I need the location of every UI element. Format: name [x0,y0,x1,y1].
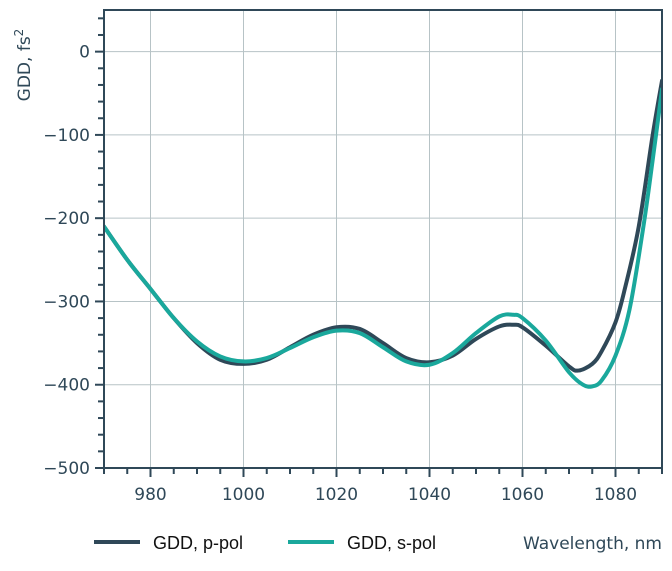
legend-label-s-pol: GDD, s-pol [347,533,436,553]
series-layer [104,78,662,389]
y-tick-label: −400 [43,376,90,396]
series-line-p-pol [104,78,662,373]
y-tick-label: 0 [79,43,90,63]
x-tick-label: 1020 [315,485,358,505]
grid-lines [104,10,662,469]
y-tick-label: −200 [43,209,90,229]
x-axis-title: Wavelength, nm [523,534,662,554]
x-tick-label: 1060 [501,485,544,505]
x-tick-label: 1080 [594,485,637,505]
x-tick-label: 1000 [222,485,265,505]
y-axis-title-superscript: 2 [12,29,26,37]
plot-frame [103,9,663,469]
y-tick-label: −300 [43,292,90,312]
series-line-s-pol [104,87,662,389]
y-tick-label: −100 [43,126,90,146]
x-tick-label: 980 [134,485,166,505]
legend: GDD, p-pol GDD, s-pol [94,533,436,553]
y-axis-title-text: GDD, fs [15,36,35,101]
legend-label-p-pol: GDD, p-pol [153,533,243,553]
y-tick-label: −500 [43,459,90,479]
y-axis-title: GDD, fs2 [12,29,35,102]
tick-labels: 980 1000 1020 1040 1060 1080 0 −100 −200 −300 −400… [43,43,637,505]
axis-ticks [95,17,663,477]
x-tick-label: 1040 [408,485,451,505]
